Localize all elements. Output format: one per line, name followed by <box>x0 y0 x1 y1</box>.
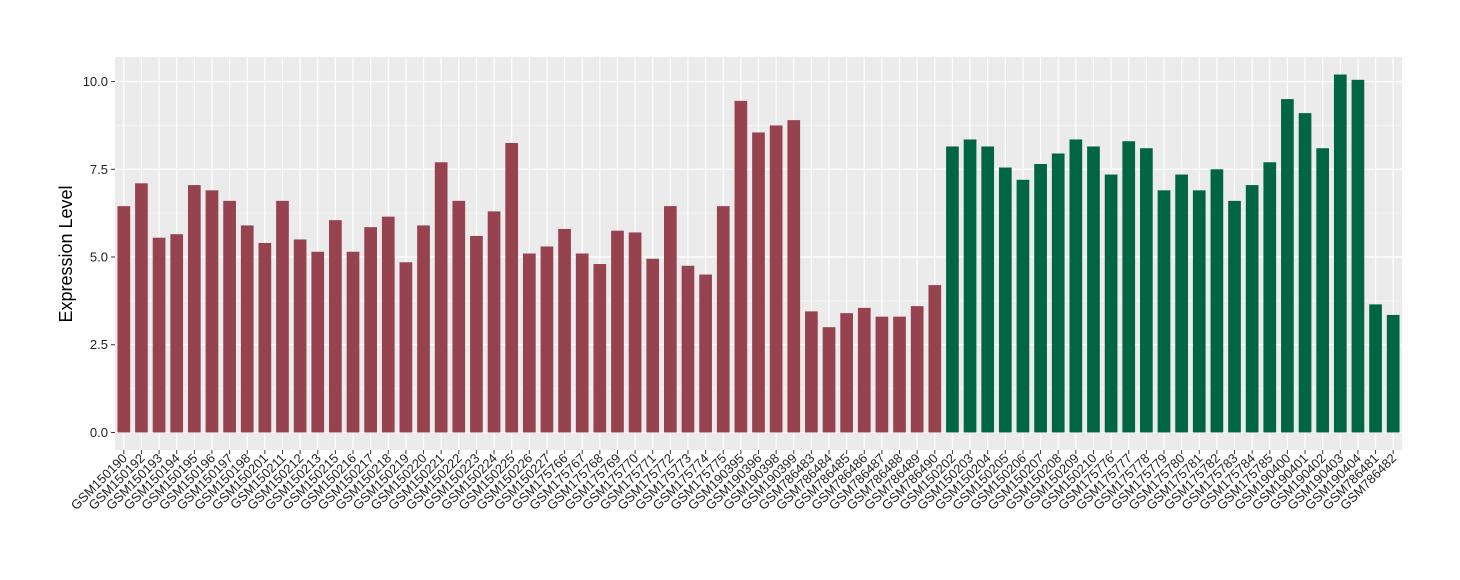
bar <box>981 146 995 433</box>
bar <box>311 251 325 433</box>
bar <box>1245 185 1259 433</box>
bar <box>1140 148 1153 433</box>
bar <box>417 225 430 433</box>
bar <box>998 167 1012 433</box>
bar <box>135 183 148 433</box>
bar <box>170 234 184 433</box>
bar <box>1016 179 1030 433</box>
bar <box>734 100 748 433</box>
bar <box>117 206 131 433</box>
bar <box>505 142 519 433</box>
bar <box>522 253 536 433</box>
bar <box>699 274 712 433</box>
bar <box>963 139 977 433</box>
bar <box>646 258 660 433</box>
bar <box>364 227 377 433</box>
y-tick-label: 10.0 <box>83 74 108 89</box>
bar <box>1369 304 1382 433</box>
bar <box>540 246 554 433</box>
bars-group <box>117 74 1400 433</box>
bar <box>664 206 677 433</box>
bar <box>558 228 571 433</box>
bar <box>628 232 642 433</box>
bar <box>452 200 466 433</box>
bar <box>805 311 818 433</box>
bar <box>752 132 765 433</box>
bar <box>1228 200 1241 433</box>
bar <box>593 264 607 433</box>
y-tick-label: 0.0 <box>90 425 108 440</box>
bar <box>1263 162 1277 433</box>
bar <box>857 307 871 433</box>
bar <box>681 265 695 433</box>
y-axis-title: Expression Level <box>56 185 76 322</box>
bar <box>276 200 289 433</box>
bar <box>1210 169 1224 433</box>
bar <box>1386 314 1400 433</box>
bar <box>893 316 906 433</box>
bar <box>205 190 219 433</box>
bar <box>1175 174 1188 433</box>
bar <box>381 216 395 433</box>
bar <box>329 220 342 433</box>
bar <box>399 262 413 433</box>
x-axis: GSM150190GSM150192GSM150193GSM150194GSM1… <box>68 450 1399 513</box>
bar <box>346 251 360 433</box>
bar <box>575 253 589 433</box>
bar <box>946 146 959 433</box>
bar <box>434 162 448 433</box>
bar <box>611 230 624 433</box>
bar <box>1122 141 1136 433</box>
bar <box>840 313 853 433</box>
bar <box>1087 146 1100 433</box>
y-axis: 0.0 2.5 5.0 7.5 10.0 <box>83 74 115 440</box>
bar <box>470 235 483 433</box>
bar <box>787 120 801 433</box>
bar <box>822 327 836 433</box>
bar <box>1316 148 1330 433</box>
bar <box>223 200 236 433</box>
y-tick-label: 7.5 <box>90 162 108 177</box>
bar <box>1351 79 1365 433</box>
bar <box>716 206 730 433</box>
bar <box>769 125 783 433</box>
bar <box>487 211 501 433</box>
bar <box>1104 174 1118 433</box>
bar <box>910 306 924 433</box>
bar <box>1333 74 1347 433</box>
y-tick-label: 2.5 <box>90 337 108 352</box>
bar <box>1157 190 1171 433</box>
y-tick-label: 5.0 <box>90 250 108 265</box>
bar <box>152 237 166 433</box>
bar <box>928 285 942 433</box>
bar <box>187 185 201 433</box>
bar <box>240 225 254 433</box>
bar <box>1281 99 1294 433</box>
bar <box>293 239 307 433</box>
bar <box>875 316 889 433</box>
bar <box>1051 153 1065 433</box>
bar <box>1034 164 1047 433</box>
bar <box>1298 113 1312 433</box>
bar <box>258 242 272 433</box>
bar <box>1069 139 1083 433</box>
bar <box>1192 190 1206 433</box>
